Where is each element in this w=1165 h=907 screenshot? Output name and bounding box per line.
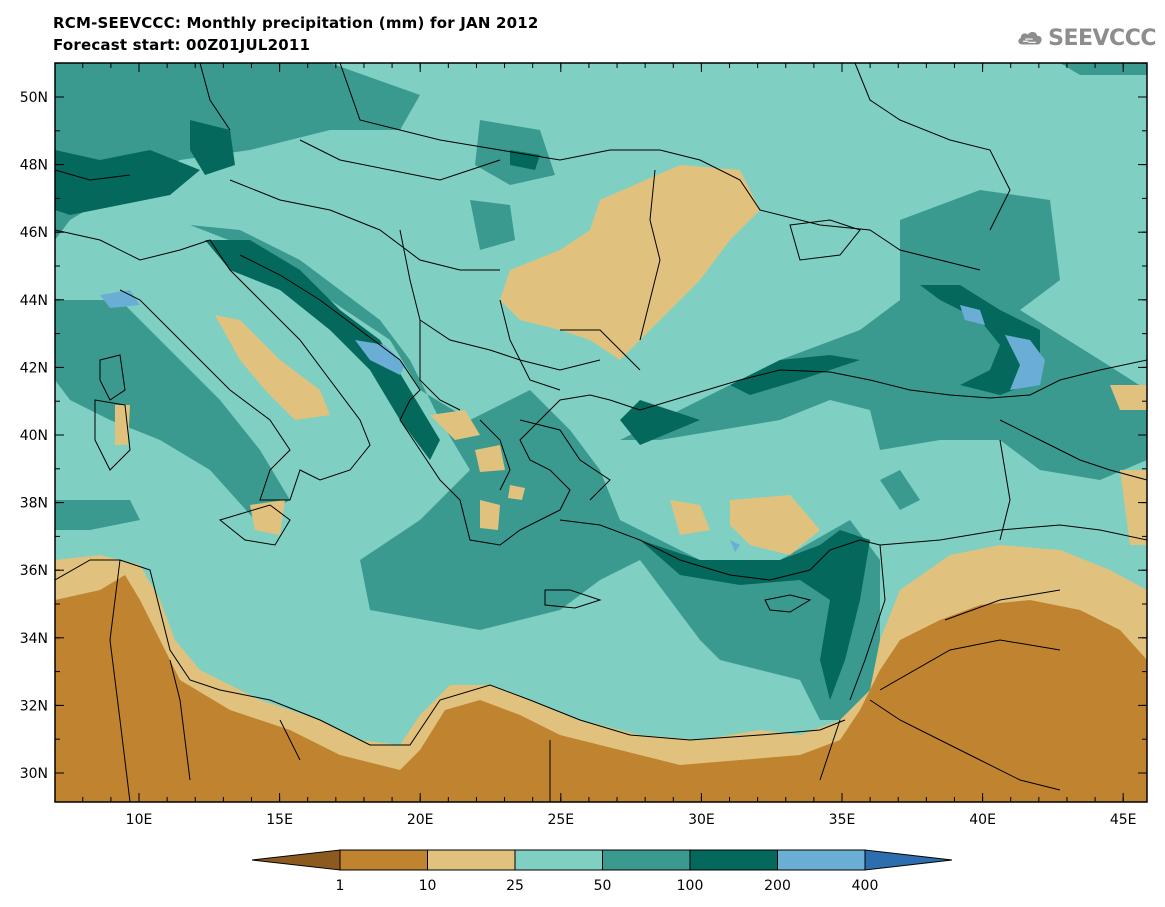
lat-label: 50N — [20, 90, 48, 106]
colorbar-segment — [339, 849, 428, 871]
lon-label: 15E — [266, 812, 293, 828]
lat-label: 36N — [20, 563, 48, 579]
lat-label: 40N — [20, 428, 48, 444]
precipitation-field — [55, 63, 1147, 802]
lat-label: 34N — [20, 631, 48, 647]
lon-label: 30E — [688, 812, 715, 828]
cloud-icon — [1018, 32, 1042, 45]
longitude-axis: 10E 15E 20E 25E 30E 35E 40E 45E — [82, 63, 1137, 828]
lon-label: 25E — [547, 812, 574, 828]
colorbar-segment — [777, 849, 866, 871]
seevccc-logo: SEEVCCC — [1016, 20, 1156, 56]
lat-label: 44N — [20, 293, 48, 309]
colorbar-segment-over — [864, 849, 953, 871]
colorbar-label: 200 — [764, 878, 791, 894]
lat-label: 48N — [20, 158, 48, 174]
lon-label: 20E — [407, 812, 434, 828]
lat-label: 42N — [20, 360, 48, 376]
colorbar-label: 50 — [594, 878, 612, 894]
lat-label: 38N — [20, 496, 48, 512]
lat-label: 46N — [20, 225, 48, 241]
latitude-axis: 50N 48N 46N 44N 42N 40N 38N 36N 34N 32N 30N — [20, 62, 1147, 782]
colorbar-segment-under — [251, 849, 341, 871]
map-title: RCM-SEEVCCC: Monthly precipitation (mm) … — [53, 14, 539, 32]
colorbar: 1 10 25 50 100 200 400 — [251, 849, 953, 894]
coastlines-and-borders — [55, 63, 1147, 802]
colorbar-label: 25 — [506, 878, 524, 894]
colorbar-label: 100 — [677, 878, 704, 894]
colorbar-segment — [427, 849, 516, 871]
colorbar-segment — [602, 849, 691, 871]
logo-text: SEEVCCC — [1048, 25, 1156, 51]
lon-label: 35E — [829, 812, 856, 828]
forecast-start-subtitle: Forecast start: 00Z01JUL2011 — [53, 36, 311, 54]
colorbar-label: 10 — [419, 878, 437, 894]
colorbar-label: 1 — [336, 878, 345, 894]
lat-label: 32N — [20, 698, 48, 714]
lat-label: 30N — [20, 766, 48, 782]
lon-label: 10E — [126, 812, 153, 828]
lon-label: 40E — [969, 812, 996, 828]
colorbar-segment — [689, 849, 778, 871]
colorbar-segment — [514, 849, 603, 871]
lon-label: 45E — [1110, 812, 1137, 828]
map-frame — [54, 62, 1148, 803]
colorbar-label: 400 — [852, 878, 879, 894]
